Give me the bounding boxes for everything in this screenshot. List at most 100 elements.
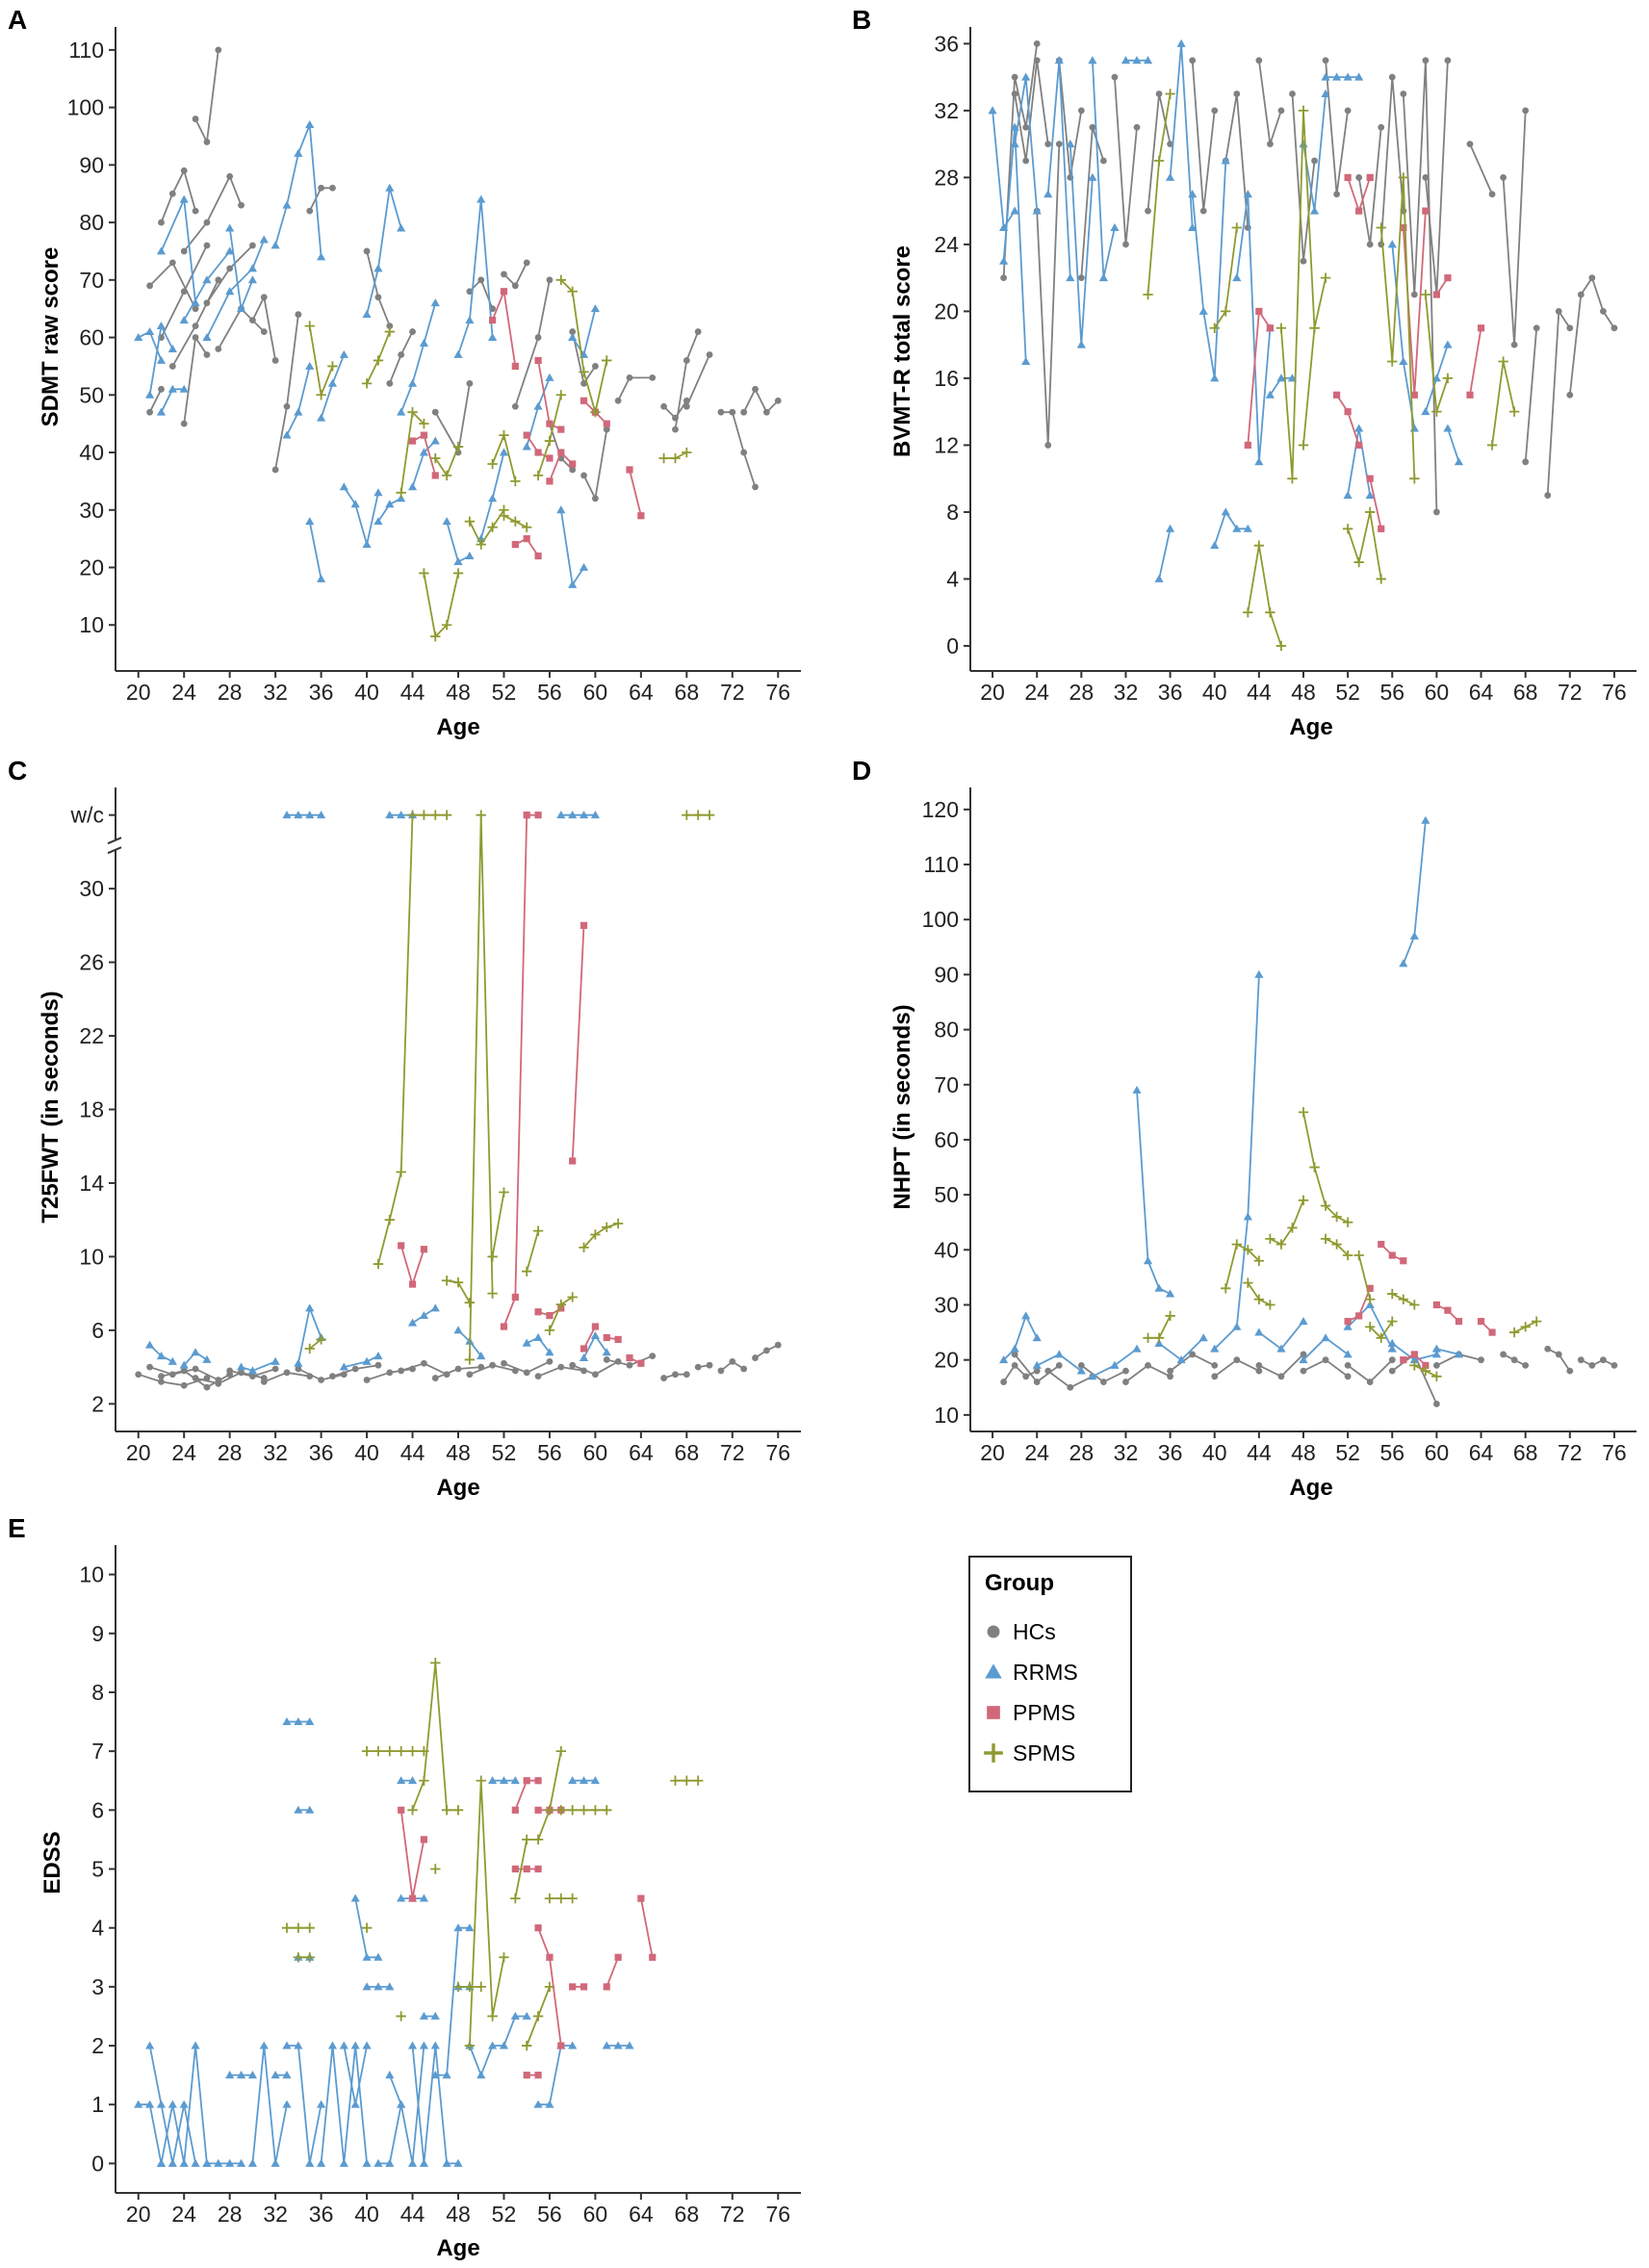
- rrms-data-point: [430, 436, 440, 445]
- ppms-data-point: [1344, 173, 1352, 181]
- ppms-data-point: [1378, 1240, 1385, 1249]
- x-tick-label: 52: [492, 1440, 517, 1465]
- x-tick-label: 64: [1469, 1440, 1494, 1465]
- hcs-data-point: [203, 219, 211, 226]
- hcs-data-point: [135, 1371, 142, 1379]
- spms-data-point: [1398, 1294, 1408, 1304]
- rrms-data-point: [419, 2158, 428, 2167]
- rrms-data-point: [1343, 1322, 1353, 1330]
- rrms-data-point: [510, 1776, 520, 1785]
- rrms-data-point: [1276, 1344, 1286, 1353]
- panel-e: E 20 24 28 32 36 40 44 48 52 56 60 64 68 72 7601234567…: [8, 1513, 801, 2261]
- spms-data-point: [1253, 1294, 1265, 1304]
- rrms-data-point: [453, 556, 463, 565]
- hcs-data-point: [1610, 324, 1618, 332]
- hcs-trajectory-line: [674, 331, 700, 430]
- rrms-data-point: [499, 448, 509, 456]
- legend-label-hcs: HCs: [1013, 1619, 1056, 1644]
- x-tick-label: 68: [675, 1440, 700, 1465]
- y-tick-label: 80: [79, 210, 104, 235]
- ppms-data-point: [523, 535, 530, 543]
- rrms-data-point: [374, 264, 383, 272]
- spms-data-point: [407, 810, 418, 820]
- ppms-data-point: [1488, 1328, 1496, 1336]
- hcs-data-point: [614, 397, 622, 404]
- hcs-trajectory-line: [1002, 43, 1039, 278]
- rrms-data-point: [317, 2158, 326, 2167]
- rrms-data-point: [145, 2100, 155, 2108]
- y-tick-label: 18: [79, 1097, 104, 1122]
- hcs-data-point: [1011, 90, 1018, 97]
- hcs-data-point: [752, 385, 759, 393]
- legend-label-spms: SPMS: [1013, 1740, 1075, 1765]
- hcs-data-point: [158, 1373, 165, 1380]
- hcs-data-point: [1500, 1351, 1507, 1358]
- y-tick-label: 16: [934, 366, 959, 391]
- ppms-data-point: [1400, 1257, 1407, 1265]
- spms-data-point: [1298, 440, 1309, 451]
- ppms-data-point: [534, 1308, 542, 1316]
- spms-data-point: [452, 441, 464, 452]
- rrms-data-point: [271, 2071, 280, 2079]
- spms-data-point: [579, 1242, 589, 1253]
- hcs-data-point: [511, 282, 519, 290]
- ppms-data-point: [534, 1924, 542, 1932]
- rrms-data-point: [1443, 424, 1453, 432]
- rrms-data-point: [282, 430, 292, 439]
- ppms-data-point: [626, 1353, 633, 1362]
- spms-data-point: [555, 1299, 566, 1310]
- hcs-trajectory-line: [1524, 327, 1538, 462]
- rrms-data-point: [407, 2041, 418, 2049]
- y-tick-label: 20: [934, 1348, 959, 1373]
- hcs-data-point: [1510, 341, 1518, 348]
- hcs-data-point: [386, 322, 394, 330]
- hcs-data-point: [740, 408, 748, 416]
- spms-data-point: [658, 452, 669, 464]
- y-tick-label: 4: [946, 566, 959, 591]
- hcs-data-point: [1289, 90, 1296, 97]
- rrms-data-point: [579, 811, 589, 819]
- hcs-data-point: [1600, 308, 1607, 315]
- ppms-data-point: [1400, 1356, 1407, 1364]
- hcs-data-point: [283, 402, 291, 410]
- rrms-data-point: [1387, 1344, 1397, 1353]
- spms-data-point: [419, 418, 429, 429]
- hcs-data-point: [1077, 107, 1085, 115]
- ppms-data-point: [637, 512, 645, 520]
- spms-data-point: [579, 367, 589, 377]
- ppms-data-point: [1244, 441, 1251, 450]
- axis-break-mark: [107, 837, 122, 845]
- spms-data-point: [1365, 506, 1376, 518]
- rrms-data-point: [1232, 524, 1242, 532]
- rrms-data-point: [1021, 356, 1031, 365]
- x-tick-label: 48: [446, 1440, 471, 1465]
- ppms-data-point: [523, 1865, 530, 1873]
- rrms-data-point: [999, 256, 1009, 265]
- rrms-data-point: [453, 1923, 463, 1932]
- hcs-data-point: [626, 1361, 633, 1369]
- rrms-data-point: [1110, 1360, 1120, 1369]
- x-tick-label: 32: [1114, 680, 1139, 705]
- hcs-data-point: [1167, 1367, 1173, 1375]
- rrms-data-point: [225, 2158, 235, 2167]
- hcs-data-point: [1588, 1361, 1596, 1369]
- rrms-data-point: [1076, 340, 1086, 348]
- rrms-data-point: [339, 349, 348, 358]
- rrms-data-point: [1088, 172, 1097, 181]
- spms-data-point: [487, 1251, 498, 1262]
- rrms-data-point: [317, 413, 326, 422]
- hcs-data-point: [329, 184, 336, 192]
- rrms-data-point: [317, 252, 326, 261]
- ppms-data-point: [546, 454, 554, 462]
- hcs-data-point: [180, 247, 188, 255]
- spms-data-point: [1143, 1332, 1153, 1343]
- spms-data-point: [579, 1805, 589, 1816]
- hcs-data-point: [649, 1353, 657, 1360]
- hcs-data-point: [1555, 308, 1562, 315]
- rrms-data-point: [271, 1356, 280, 1365]
- hcs-data-point: [1199, 207, 1207, 215]
- x-tick-label: 28: [218, 2202, 243, 2227]
- spms-data-point: [670, 452, 681, 464]
- rrms-data-point: [1421, 407, 1430, 416]
- panel-c: C 20 24 28 32 36 40 44 48 52 56 60 64 68 72 7626101418…: [8, 756, 801, 1501]
